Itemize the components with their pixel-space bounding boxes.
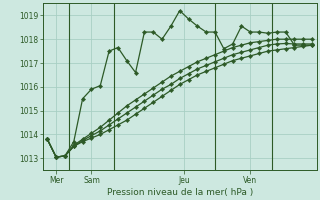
X-axis label: Pression niveau de la mer( hPa ): Pression niveau de la mer( hPa ) <box>107 188 253 197</box>
